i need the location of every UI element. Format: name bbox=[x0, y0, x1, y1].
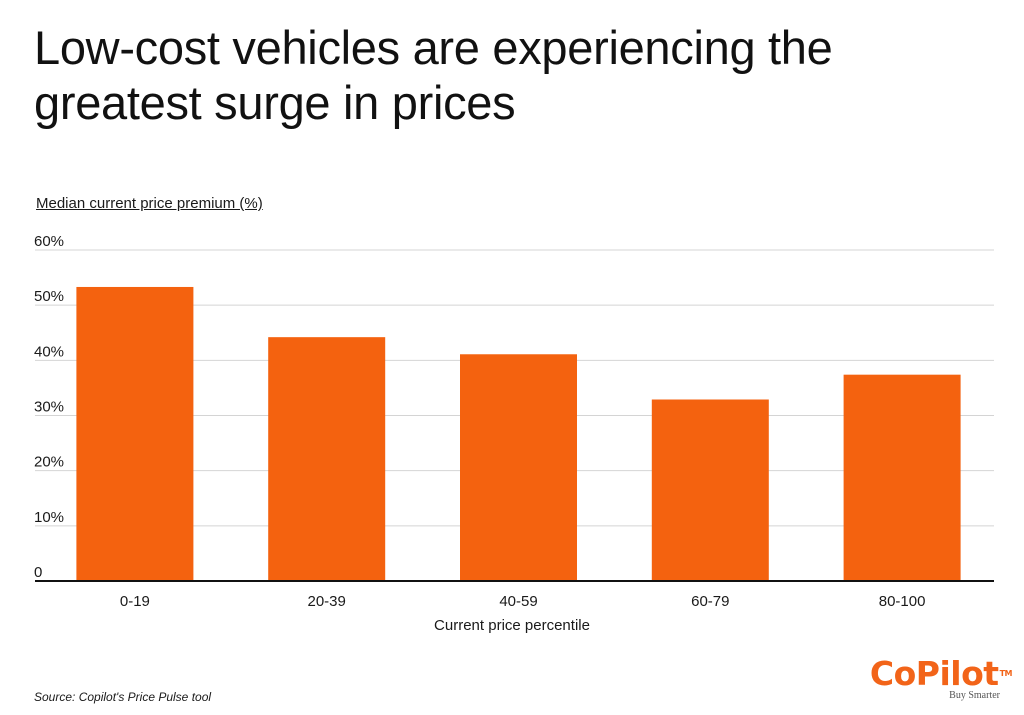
x-tick-label: 40-59 bbox=[499, 593, 537, 610]
y-tick-label: 10% bbox=[34, 509, 64, 526]
bar-0-19 bbox=[76, 286, 194, 581]
y-tick-label: 60% bbox=[34, 233, 64, 250]
bar-80-100 bbox=[843, 374, 961, 581]
y-tick-labels: 0 10% 20% 30% 40% 50% 60% bbox=[34, 233, 64, 581]
trademark: TM bbox=[999, 669, 1013, 678]
y-tick-label: 40% bbox=[34, 343, 64, 360]
y-tick-label: 0 bbox=[34, 564, 42, 581]
x-tick-label: 20-39 bbox=[308, 593, 346, 610]
chart-title: Low-cost vehicles are experiencing the g… bbox=[34, 21, 833, 129]
y-tick-label: 30% bbox=[34, 399, 64, 416]
source-note: Source: Copilot's Price Pulse tool bbox=[34, 690, 212, 704]
copilot-logo[interactable]: CoPilotTM Buy Smarter bbox=[869, 654, 1013, 702]
x-tick-labels: 0-19 20-39 40-59 60-79 80-100 bbox=[120, 593, 926, 610]
x-tick-label: 60-79 bbox=[691, 593, 729, 610]
bar-60-79 bbox=[651, 399, 769, 581]
bars bbox=[76, 286, 961, 581]
brand-tagline: Buy Smarter bbox=[949, 690, 1000, 701]
x-tick-label: 0-19 bbox=[120, 593, 150, 610]
y-tick-label: 50% bbox=[34, 288, 64, 305]
y-axis-label: Median current price premium (%) bbox=[36, 195, 263, 212]
y-tick-label: 20% bbox=[34, 454, 64, 471]
x-axis-label: Current price percentile bbox=[434, 617, 590, 634]
bar-20-39 bbox=[268, 337, 386, 581]
bar-40-59 bbox=[460, 354, 577, 581]
brand-name: CoPilot bbox=[869, 654, 999, 693]
x-tick-label: 80-100 bbox=[879, 593, 926, 610]
